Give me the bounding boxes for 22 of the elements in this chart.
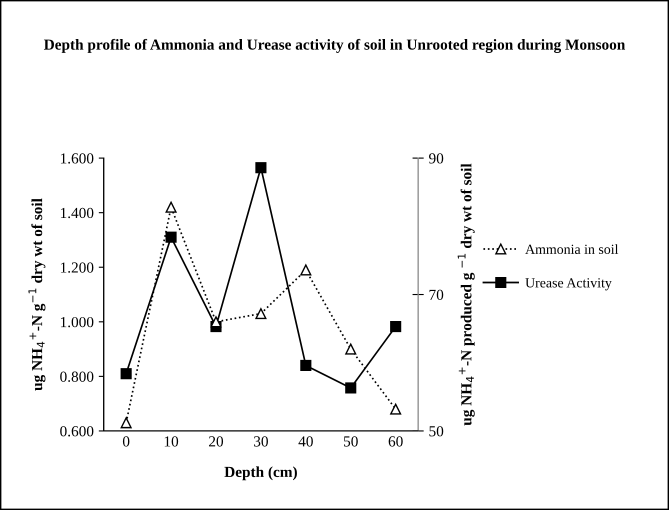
- x-axis-title: Depth (cm): [224, 466, 297, 480]
- x-tick-label: 60: [388, 436, 403, 447]
- y-tick-label: 1.200: [60, 262, 94, 273]
- y-tick-label: 0.800: [60, 372, 94, 382]
- x-tick-label: 30: [254, 436, 268, 447]
- y2-tick-label: 90: [429, 153, 444, 164]
- y2-tick-label: 70: [430, 290, 444, 300]
- x-tick-label: 0: [122, 436, 130, 447]
- x-tick-label: 10: [164, 436, 178, 447]
- y2-axis-title: ug NH$_{4}$$^{+}$-N produced g $^{−1}$ dry wt of soil: [458, 164, 475, 426]
- y-tick-label: 1.000: [60, 316, 94, 328]
- y-axis-title: ug NH$_{4}$$^{+}$-N g$^{−1}$ dry wt of soil: [28, 198, 46, 391]
- y-tick-label: 0.600: [60, 426, 94, 436]
- x-tick-label: 50: [344, 436, 358, 447]
- chart-title: Depth profile of Ammonia and Urease activity of soil in Unrooted region during Monsoon: [44, 38, 626, 53]
- y-tick-label: 1.400: [60, 208, 94, 218]
- legend-label: Urease Activity: [525, 278, 612, 290]
- y2-tick-label: 50: [429, 426, 444, 436]
- legend-label: Ammonia in soil: [525, 244, 618, 254]
- x-tick-label: 20: [209, 436, 224, 447]
- y-tick-label: 1.600: [60, 153, 94, 164]
- x-tick-label: 40: [298, 436, 313, 447]
